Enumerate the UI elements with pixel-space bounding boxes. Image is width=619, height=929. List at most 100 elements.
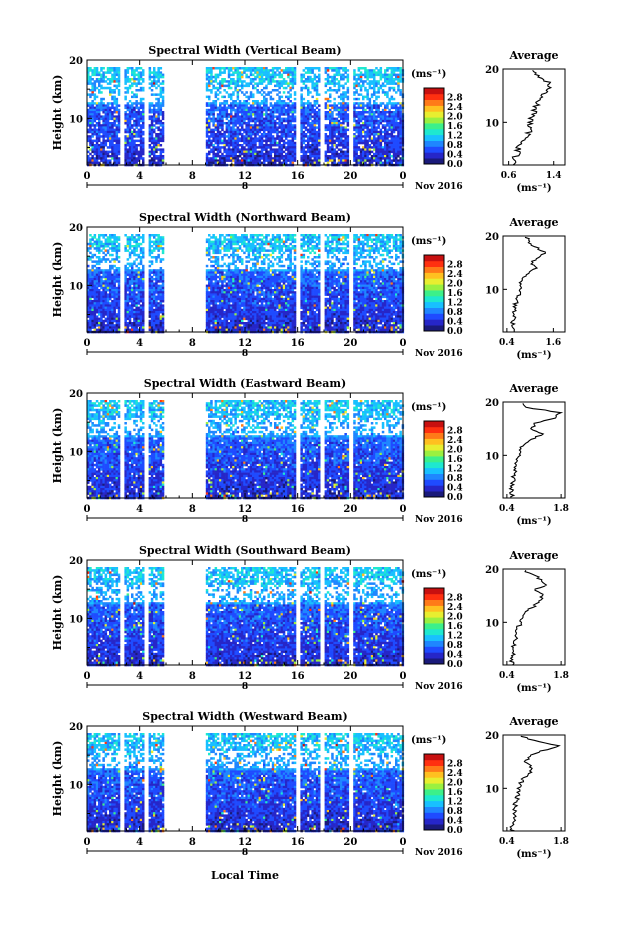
heatmap-cell: [305, 153, 308, 156]
heatmap-cell: [133, 78, 136, 81]
heatmap-cell: [382, 234, 385, 237]
heatmap-cell: [149, 153, 152, 156]
heatmap-cell: [138, 135, 141, 138]
heatmap-cell: [289, 153, 292, 156]
heatmap-cell: [285, 137, 288, 140]
heatmap-cell: [331, 67, 334, 70]
heatmap-cell: [272, 98, 275, 101]
heatmap-cell: [263, 144, 266, 147]
heatmap-cell: [316, 245, 319, 248]
heatmap-cell: [111, 236, 114, 239]
heatmap-cell: [102, 67, 105, 70]
heatmap-cell: [300, 98, 303, 101]
heatmap-cell: [267, 157, 270, 160]
heatmap-cell: [210, 71, 213, 74]
heatmap-cell: [102, 144, 105, 147]
heatmap-cell: [138, 140, 141, 143]
heatmap-cell: [248, 102, 251, 105]
heatmap-cell: [206, 109, 209, 112]
heatmap-cell: [245, 155, 248, 158]
heatmap-cell: [380, 115, 383, 118]
heatmap-cell: [162, 118, 165, 121]
heatmap-cell: [391, 142, 394, 145]
heatmap-cell: [252, 238, 255, 241]
heatmap-cell: [243, 252, 246, 255]
heatmap-cell: [245, 137, 248, 140]
heatmap-cell: [102, 155, 105, 158]
heatmap-cell: [364, 137, 367, 140]
heatmap-cell: [254, 133, 257, 136]
heatmap-cell: [241, 91, 244, 94]
heatmap-cell: [160, 148, 163, 151]
heatmap-cell: [331, 107, 334, 110]
heatmap-cell: [305, 234, 308, 237]
heatmap-cell: [105, 153, 108, 156]
heatmap-cell: [329, 245, 332, 248]
heatmap-cell: [111, 126, 114, 128]
heatmap-cell: [289, 260, 292, 263]
heatmap-cell: [237, 67, 240, 70]
heatmap-cell: [261, 151, 264, 154]
heatmap-cell: [89, 122, 92, 125]
heatmap-cell: [289, 263, 292, 266]
heatmap-cell: [278, 111, 281, 114]
heatmap-cell: [107, 249, 110, 252]
heatmap-cell: [230, 238, 233, 241]
heatmap-cell: [254, 159, 257, 162]
heatmap-cell: [206, 146, 209, 149]
heatmap-cell: [316, 133, 319, 136]
heatmap-cell: [94, 102, 97, 105]
heatmap-cell: [234, 89, 237, 92]
heatmap-cell: [364, 155, 367, 158]
heatmap-cell: [329, 113, 332, 116]
heatmap-cell: [307, 87, 310, 90]
heatmap-cell: [371, 120, 374, 123]
heatmap-cell: [127, 118, 130, 121]
heatmap-cell: [210, 140, 213, 143]
heatmap-cell: [358, 129, 361, 132]
heatmap-cell: [228, 153, 231, 156]
heatmap-cell: [274, 144, 277, 147]
heatmap-cell: [338, 82, 341, 85]
heatmap-cell: [133, 80, 136, 83]
heatmap-cell: [263, 100, 266, 103]
heatmap-cell: [239, 155, 242, 158]
heatmap-cell: [232, 115, 235, 118]
heatmap-cell: [344, 82, 347, 85]
heatmap-cell: [98, 243, 101, 246]
heatmap-cell: [380, 260, 383, 263]
heatmap-cell: [210, 113, 213, 116]
heatmap-cell: [127, 144, 130, 147]
heatmap-cell: [252, 80, 255, 83]
heatmap-cell: [113, 115, 116, 118]
heatmap-cell: [384, 118, 387, 121]
heatmap-cell: [362, 107, 365, 110]
heatmap-cell: [107, 126, 110, 128]
heatmap-cell: [223, 107, 226, 110]
heatmap-cell: [259, 122, 262, 125]
heatmap-cell: [287, 85, 290, 88]
heatmap-cell: [237, 148, 240, 151]
heatmap-cell: [135, 74, 138, 77]
heatmap-cell: [272, 124, 275, 127]
heatmap-cell: [399, 247, 402, 250]
heatmap-cell: [311, 144, 314, 147]
heatmap-cell: [331, 151, 334, 154]
heatmap-cell: [96, 129, 99, 132]
heatmap-cell: [215, 104, 218, 107]
heatmap-cell: [311, 137, 314, 140]
heatmap-cell: [239, 122, 242, 125]
heatmap-cell: [292, 129, 295, 132]
heatmap-cell: [113, 245, 116, 248]
heatmap-cell: [278, 118, 281, 121]
heatmap-cell: [223, 96, 226, 99]
heatmap-cell: [342, 241, 345, 244]
heatmap-cell: [382, 148, 385, 151]
heatmap-cell: [340, 111, 343, 114]
heatmap-cell: [344, 144, 347, 147]
heatmap-cell: [118, 236, 121, 239]
heatmap-cell: [393, 146, 396, 149]
heatmap-cell: [228, 104, 231, 107]
heatmap-cell: [133, 93, 136, 96]
heatmap-cell: [228, 76, 231, 79]
